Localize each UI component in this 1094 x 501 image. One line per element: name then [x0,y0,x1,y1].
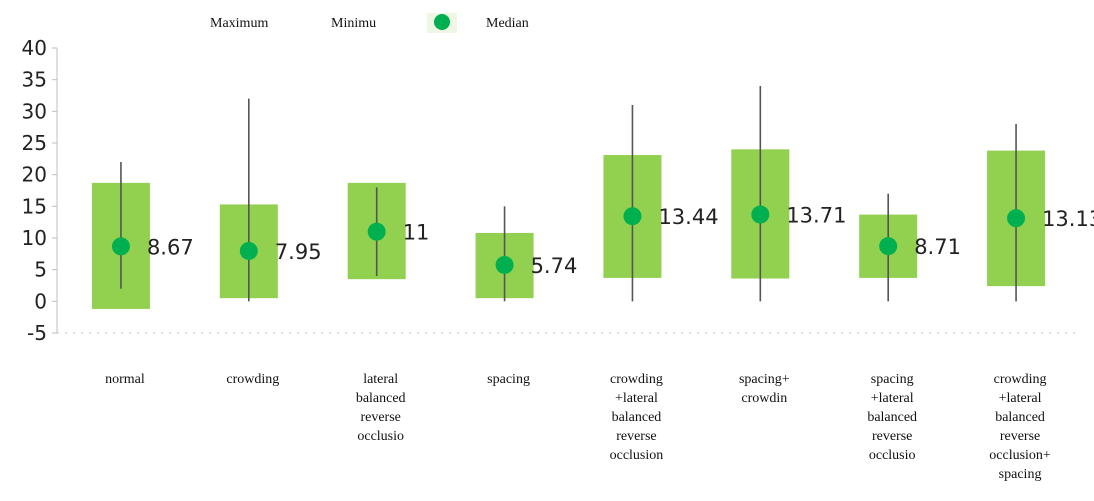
category-label-line: crowding [610,372,663,387]
median-data-label: 5.74 [531,254,578,278]
category-label-line: balanced [356,391,406,406]
legend-maximum: Maximum [210,16,268,31]
y-tick-label: 40 [22,36,47,60]
median-point [239,241,258,260]
category-label-line: +lateral [871,391,914,406]
y-tick-label: 35 [22,68,47,92]
median-point [623,207,642,226]
median-point [1007,209,1026,228]
category-label-line: crowding [226,372,279,387]
category-group: 8.71 [859,193,961,302]
legend-median: Median [486,16,529,31]
category-label: lateral balanced reverse occlusio [356,372,406,444]
category-group: 7.95 [219,98,322,302]
category-label: normal [105,372,145,387]
legend: Maximum Minimu Median [210,13,529,33]
category-label-line: occlusio [869,448,916,463]
median-data-label: 13.71 [786,204,846,228]
category-label: spacing +lateral balanced reverse occlusio [867,372,917,463]
category-label-line: crowdin [741,391,787,406]
legend-median-marker [434,14,450,30]
y-tick-label: -5 [27,321,47,345]
category-label-line: reverse [616,429,656,444]
median-data-label: 13.44 [658,205,718,229]
category-label-line: reverse [360,410,400,425]
category-label-line: +lateral [615,391,658,406]
category-label: spacing [487,372,530,387]
plot-area: 8.67 7.95 11 5.74 13.44 13.71 8.71 13.13 [91,86,1094,309]
category-group: 13.13 [987,124,1094,302]
category-label-line: balanced [995,410,1045,425]
y-tick-label: 10 [22,226,47,250]
category-label-line: spacing [871,372,914,387]
category-group: 13.71 [731,86,846,302]
y-tick-label: 20 [22,163,47,187]
category-group: 5.74 [475,206,578,302]
y-tick-label: 15 [22,194,47,218]
category-label: crowding [226,372,279,387]
category-label-line: occlusion [610,448,664,463]
median-data-label: 13.13 [1042,207,1094,231]
median-point [751,205,770,224]
category-label-line: normal [105,372,145,387]
y-tick-label: 0 [34,289,47,313]
category-group: 11 [347,182,430,280]
y-tick-label: 5 [34,258,47,282]
median-point [111,237,130,256]
y-tick-label: 25 [22,131,47,155]
category-label-line: occlusion+ [989,448,1051,463]
category-label-line: crowding [994,372,1047,387]
median-point [367,222,386,241]
category-label-line: occlusio [357,429,404,444]
legend-minimum: Minimu [331,16,376,31]
category-label-line: balanced [867,410,917,425]
x-axis-categories: normal crowding lateral balanced reverse occl… [105,372,1051,482]
category-label-line: lateral [363,372,398,387]
median-point [879,237,898,256]
category-label: spacing+ crowdin [739,372,790,406]
median-data-label: 7.95 [275,240,322,264]
median-point [495,255,514,274]
median-data-label: 8.71 [914,235,961,259]
category-group: 13.44 [603,105,719,302]
category-label-line: spacing+ [739,372,790,387]
category-group: 8.67 [91,162,194,309]
category-label-line: spacing [999,467,1042,482]
category-label: crowding +lateral balanced reverse occlusion… [989,372,1051,482]
median-data-label: 11 [403,221,430,245]
category-label-line: +lateral [999,391,1042,406]
y-axis: 40 35 30 25 20 15 10 5 0 -5 [22,36,1080,345]
category-label-line: balanced [612,410,662,425]
y-tick-label: 30 [22,99,47,123]
category-label-line: reverse [872,429,912,444]
median-data-label: 8.67 [147,235,194,259]
category-label-line: reverse [1000,429,1040,444]
category-label: crowding +lateral balanced reverse occlusion [610,372,664,463]
category-label-line: spacing [487,372,530,387]
